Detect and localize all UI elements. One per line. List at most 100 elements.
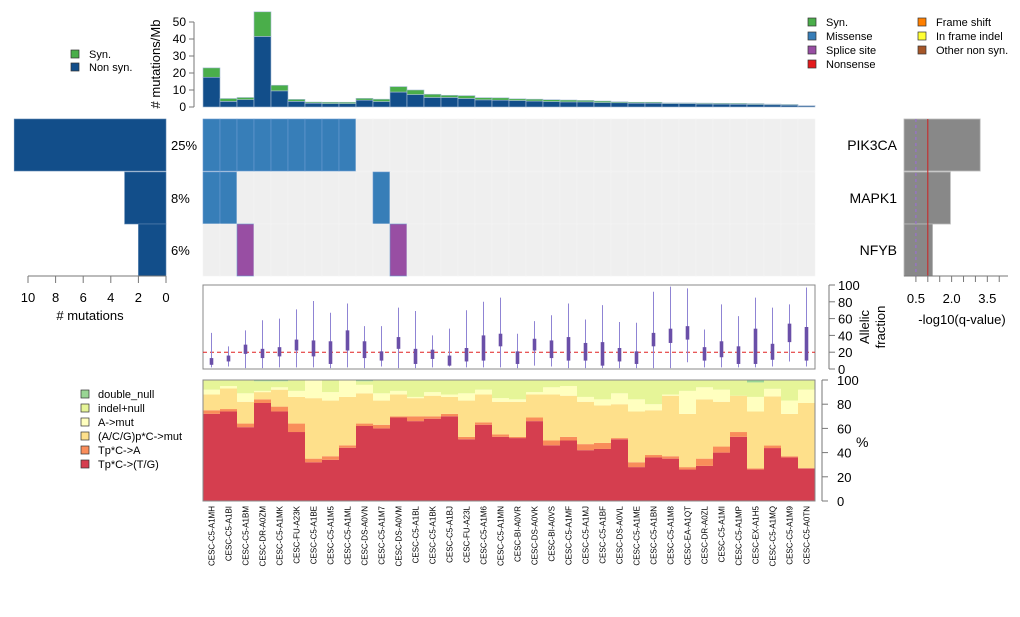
spectrum-segment	[764, 389, 781, 397]
mutation-rate-bar-syn	[764, 104, 781, 105]
mutation-rate-bar-syn	[577, 100, 594, 102]
oncoprint-cell-empty	[560, 172, 577, 224]
y-tick-label: 20	[837, 470, 851, 485]
oncoprint-cell-empty	[424, 172, 441, 224]
mutation-rate-bar-syn	[662, 103, 679, 104]
spectrum-segment	[730, 432, 747, 437]
mutation-rate-bar-syn	[441, 95, 458, 97]
spectrum-segment	[492, 437, 509, 501]
spectrum-segment	[560, 441, 577, 502]
legend-swatch	[808, 46, 816, 54]
legend-swatch	[808, 60, 816, 68]
allelic-box	[669, 329, 673, 343]
oncoprint-cell-empty	[390, 172, 407, 224]
y-tick-label: 100	[837, 373, 859, 388]
spectrum-segment	[271, 407, 288, 412]
x-axis-label: -log10(q-value)	[918, 312, 1005, 327]
spectrum-segment	[696, 387, 713, 399]
spectrum-segment	[679, 470, 696, 501]
sample-label: CESC-EX-A1H5	[752, 505, 761, 564]
spectrum-segment	[628, 462, 645, 467]
spectrum-segment	[679, 467, 696, 469]
spectrum-segment	[373, 428, 390, 501]
spectrum-segment	[577, 444, 594, 450]
oncoprint-cell-empty	[696, 119, 713, 171]
sample-label: CESC-C5-A1MI	[718, 506, 727, 562]
legend-swatch	[81, 446, 89, 454]
spectrum-segment	[764, 446, 781, 449]
spectrum-segment	[713, 453, 730, 501]
sample-label: CESC-DS-A0VK	[531, 505, 540, 565]
mutation-rate-bar-nonsyn	[305, 103, 322, 107]
legend-label: indel+null	[98, 403, 145, 415]
allelic-box	[380, 351, 384, 360]
mutation-rate-bar-syn	[611, 102, 628, 103]
spectrum-segment	[798, 468, 815, 501]
spectrum-segment	[458, 393, 475, 400]
legend-swatch	[81, 390, 89, 398]
allelic-box	[210, 358, 214, 365]
spectrum-segment	[458, 401, 475, 437]
oncoprint-cell-empty	[458, 119, 475, 171]
mutation-rate-bar-nonsyn	[679, 104, 696, 107]
spectrum-segment	[407, 421, 424, 501]
spectrum-segment	[543, 380, 560, 387]
oncoprint-cell-mutated	[220, 172, 237, 224]
oncoprint-cell-empty	[645, 224, 662, 276]
mutation-rate-bar-syn	[424, 94, 441, 97]
x-tick-label: 6	[80, 290, 87, 305]
spectrum-segment	[237, 424, 254, 428]
y-tick-label: 20	[173, 66, 187, 80]
spectrum-segment	[781, 457, 798, 501]
oncoprint-cell-empty	[611, 119, 628, 171]
spectrum-segment	[611, 393, 628, 404]
allelic-box	[584, 343, 588, 361]
oncoprint-cell-empty	[730, 119, 747, 171]
sample-label: CESC-C5-A1MH	[208, 506, 217, 566]
spectrum-segment	[543, 387, 560, 394]
allelic-box	[465, 348, 469, 361]
spectrum-segment	[424, 396, 441, 417]
y-tick-label: 80	[838, 295, 852, 310]
y-tick-label: 50	[173, 15, 187, 29]
oncoprint-cell-empty	[526, 172, 543, 224]
oncoprint-cell-empty	[373, 224, 390, 276]
oncoprint-cell-empty	[679, 119, 696, 171]
sample-label: CESC-C5-A1BN	[650, 506, 659, 565]
y-tick-label: 30	[173, 49, 187, 63]
spectrum-segment	[662, 396, 679, 457]
mutation-rate-bar-nonsyn	[747, 104, 764, 107]
spectrum-segment	[305, 380, 322, 398]
spectrum-segment	[322, 456, 339, 460]
gene-name: MAPK1	[850, 190, 898, 206]
oncoprint-cell-mutated	[339, 119, 356, 171]
spectrum-segment	[594, 449, 611, 501]
allelic-box	[397, 337, 401, 349]
spectrum-segment	[730, 380, 747, 396]
mutation-rate-bar-syn	[254, 12, 271, 37]
oncoprint-cell-empty	[543, 224, 560, 276]
spectrum-segment	[713, 390, 730, 402]
sample-label: CESC-C5-A1M8	[667, 505, 676, 564]
spectrum-segment	[322, 380, 339, 392]
oncoprint-cell-empty	[713, 172, 730, 224]
oncoprint-cell-empty	[492, 119, 509, 171]
y-tick-label: 60	[837, 421, 851, 436]
spectrum-segment	[390, 395, 407, 417]
oncoprint-cell-mutated	[220, 119, 237, 171]
qvalue-bar	[904, 172, 950, 224]
spectrum-segment	[390, 418, 407, 501]
mutation-rate-bar-syn	[560, 100, 577, 102]
spectrum-segment	[645, 457, 662, 501]
mutation-rate-bar-syn	[203, 68, 220, 77]
spectrum-segment	[203, 410, 220, 414]
x-tick-label: 8	[52, 290, 59, 305]
spectrum-segment	[339, 397, 356, 445]
oncoprint-cell-empty	[356, 119, 373, 171]
oncoprint-cell-empty	[254, 224, 271, 276]
spectrum-legend: double_nullindel+nullA->mut(A/C/G)p*C->m…	[81, 389, 182, 471]
mutation-rate-bar-nonsyn	[543, 102, 560, 107]
spectrum-segment	[577, 450, 594, 501]
